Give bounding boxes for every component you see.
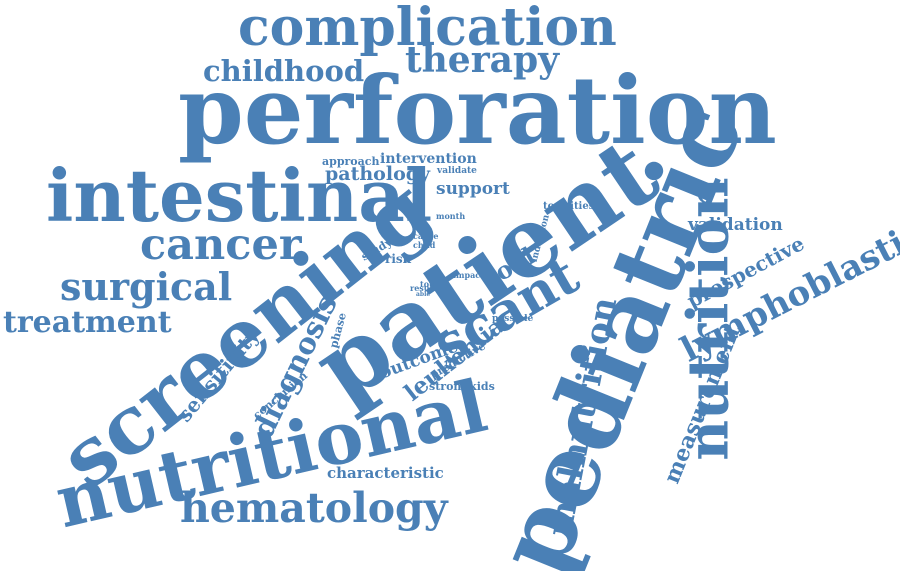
word-toxicities: toxicities (543, 201, 595, 212)
word-intervention: intervention (380, 151, 477, 167)
word-validation: validation (688, 215, 783, 235)
word-complication: complication (238, 0, 617, 58)
word-pathology: pathology (325, 163, 431, 185)
word-surgical: surgical (60, 264, 233, 309)
word-total: total (420, 279, 441, 289)
word-risk: risk (385, 252, 411, 266)
word-strongkids: strongkids (429, 380, 495, 393)
word-possible: possible (492, 314, 534, 324)
word-therapy: therapy (405, 39, 560, 81)
word-cancer: cancer (140, 220, 302, 270)
word-intestinal: intestinal (46, 153, 433, 238)
word-hematology: hematology (180, 484, 448, 532)
word-support: support (436, 179, 510, 199)
word-characteristic: characteristic (327, 464, 444, 482)
word-approach: approach (322, 155, 380, 168)
word-childhood: childhood (203, 54, 365, 88)
word-child: child (413, 240, 436, 250)
word-cause: cause (413, 231, 439, 241)
word-result: result (410, 283, 437, 293)
word-able: able (416, 291, 431, 298)
word-month: month (436, 211, 466, 221)
word-perforation: perforation (178, 56, 777, 166)
word-impact: impact (453, 270, 484, 280)
word-validate: validate (437, 166, 477, 176)
word-treatment: treatment (3, 305, 172, 340)
